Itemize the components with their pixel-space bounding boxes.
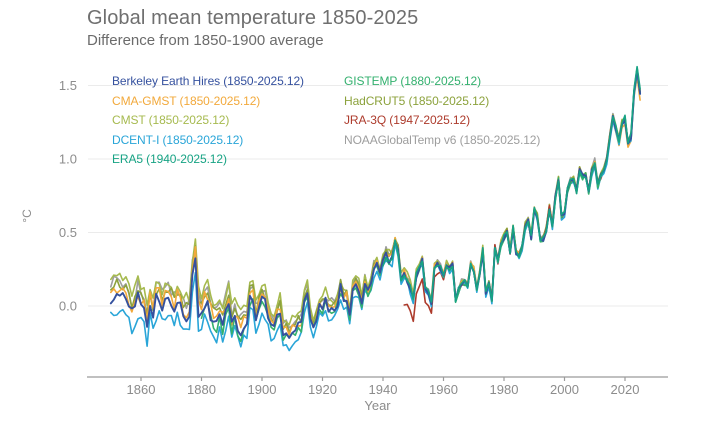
legend-column-2: GISTEMP (1880-2025.12) HadCRUT5 (1850-202…: [344, 72, 540, 150]
y-tick-label: 0.0: [59, 299, 77, 314]
series-line-era5: [382, 65, 641, 303]
legend-item-berkeley-earth-hires: Berkeley Earth Hires (1850-2025.12): [112, 74, 304, 88]
legend-item-jra-3q: JRA-3Q (1947-2025.12): [344, 113, 470, 127]
legend-item-dcent-i: DCENT-I (1850-2025.12): [112, 132, 244, 147]
x-tick-label: 1960: [429, 382, 458, 397]
x-tick-label: 1920: [308, 382, 337, 397]
x-axis-title: Year: [364, 398, 391, 413]
x-tick-label: 1880: [187, 382, 216, 397]
legend-item-gistemp: GISTEMP (1880-2025.12): [344, 74, 481, 88]
x-tick-label: 1860: [127, 382, 156, 397]
y-tick-label: 1.0: [59, 152, 77, 167]
legend-column-1: Berkeley Earth Hires (1850-2025.12) CMA-G…: [112, 72, 304, 170]
legend-item-cmst: CMST (1850-2025.12): [112, 113, 230, 127]
legend-item-noaaglobaltemp-v6: NOAAGlobalTemp v6 (1850-2025.12): [344, 132, 541, 147]
legend-item-cma-gmst: CMA-GMST (1850-2025.12): [112, 93, 261, 108]
x-tick-label: 1900: [248, 382, 277, 397]
y-axis-title: °C: [20, 209, 34, 223]
legend-item-hadcrut5: HadCRUT5 (1850-2025.12): [344, 93, 490, 108]
x-tick-label: 2020: [611, 382, 640, 397]
x-tick-label: 1980: [490, 382, 519, 397]
chart-subtitle: Difference from 1850-1900 average: [87, 32, 324, 49]
x-tick-label: 2000: [550, 382, 579, 397]
x-tick-label: 1940: [369, 382, 398, 397]
y-tick-label: 0.5: [59, 225, 77, 240]
legend-item-era5: ERA5 (1940-2025.12): [112, 152, 227, 166]
y-tick-label: 1.5: [59, 78, 77, 93]
chart-title: Global mean temperature 1850-2025: [87, 7, 419, 29]
